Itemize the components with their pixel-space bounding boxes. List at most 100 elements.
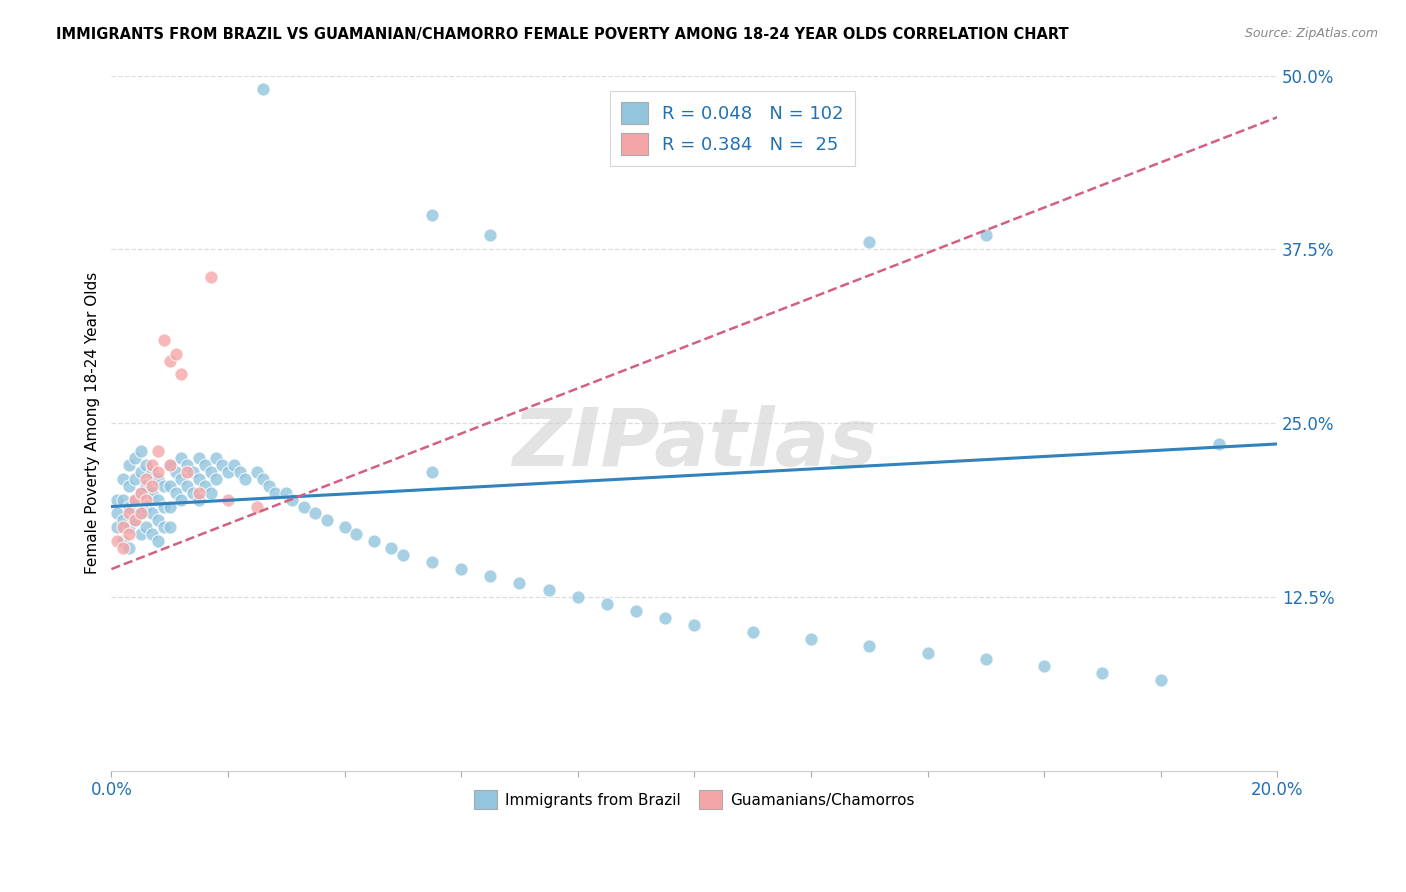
Point [1208,437,1230,451]
Point [112,513,135,527]
Point [124,492,146,507]
Point [263,485,285,500]
Point [146,534,169,549]
Point [181,485,204,500]
Point [135,500,157,514]
Point [170,472,193,486]
Point [141,478,163,492]
Point [129,527,152,541]
Point [420,555,443,569]
Point [205,472,228,486]
Point [187,472,209,486]
Point [129,444,152,458]
Point [129,465,152,479]
Point [176,465,198,479]
Point [112,541,135,556]
Point [187,492,209,507]
Point [187,485,209,500]
Point [246,465,269,479]
Point [159,520,181,534]
Point [537,582,560,597]
Text: Source: ZipAtlas.com: Source: ZipAtlas.com [1244,27,1378,40]
Point [257,478,280,492]
Point [159,478,181,492]
Point [146,513,169,527]
Point [129,485,152,500]
Point [118,520,141,534]
Point [129,507,152,521]
Point [135,520,157,534]
Point [252,472,274,486]
Point [974,652,997,666]
Point [170,450,193,465]
Point [105,520,128,534]
Point [135,492,157,507]
Point [205,450,228,465]
Point [1091,666,1114,681]
Point [420,465,443,479]
Text: ZIPatlas: ZIPatlas [512,405,877,483]
Point [858,639,880,653]
Point [217,492,239,507]
Point [170,368,193,382]
Point [135,472,157,486]
Point [118,541,141,556]
Point [159,500,181,514]
Point [800,632,823,646]
Point [153,333,176,347]
Point [159,353,181,368]
Point [281,492,304,507]
Point [567,590,589,604]
Point [153,478,176,492]
Point [392,548,415,562]
Point [222,458,245,472]
Point [596,597,619,611]
Point [917,646,939,660]
Point [187,450,209,465]
Point [200,270,222,285]
Point [141,458,163,472]
Point [146,444,169,458]
Point [858,235,880,250]
Point [105,492,128,507]
Point [194,478,217,492]
Point [153,500,176,514]
Point [276,485,298,500]
Point [118,507,141,521]
Point [165,465,187,479]
Point [112,520,135,534]
Point [124,450,146,465]
Point [124,492,146,507]
Point [141,507,163,521]
Point [146,492,169,507]
Point [624,604,647,618]
Point [118,500,141,514]
Y-axis label: Female Poverty Among 18-24 Year Olds: Female Poverty Among 18-24 Year Olds [86,272,100,574]
Point [135,478,157,492]
Point [165,346,187,360]
Point [176,458,198,472]
Point [683,617,706,632]
Point [228,465,250,479]
Point [450,562,472,576]
Point [146,465,169,479]
Point [153,520,176,534]
Point [176,478,198,492]
Point [246,500,269,514]
Point [654,611,676,625]
Point [124,513,146,527]
Point [141,527,163,541]
Point [344,527,367,541]
Point [333,520,356,534]
Point [112,534,135,549]
Point [118,478,141,492]
Point [292,500,315,514]
Point [974,228,997,243]
Point [135,458,157,472]
Point [380,541,402,556]
Point [479,228,502,243]
Point [112,472,135,486]
Point [165,485,187,500]
Point [181,465,204,479]
Point [741,624,763,639]
